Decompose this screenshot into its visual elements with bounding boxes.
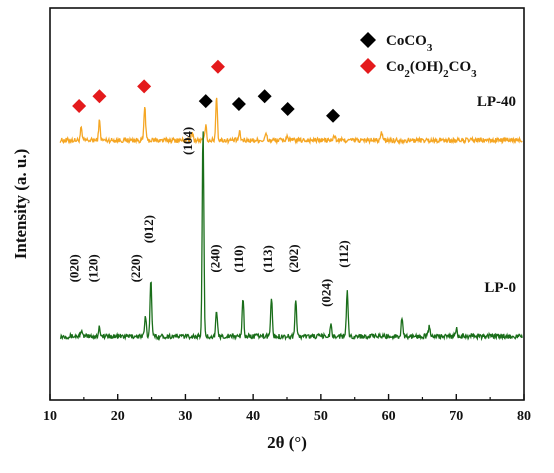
x-tick-label: 70 [449,409,463,424]
legend-marker [360,58,376,74]
series-layer: LP-40 LP-0 [59,94,523,342]
hkl-label: (104) [180,127,195,155]
annotation-layer: (020) (120) (220) (012) (104) (240) (110) (113)… [66,127,351,307]
x-tick-label: 50 [314,409,328,424]
series-label: LP-0 [484,280,516,296]
series-label: LP-40 [477,94,516,110]
x-tick-label: 20 [111,409,125,424]
hkl-label: (020) [66,254,81,282]
legend-label: CoCO3 [386,33,433,54]
y-axis-title: Intensity (a. u.) [11,149,30,260]
hkl-label: (220) [128,254,143,282]
axes: 10 20 30 40 50 60 70 80 2θ (°) Intensity (a. u.) [11,149,531,452]
peak-marker [257,89,272,104]
hkl-label: (202) [286,244,301,272]
hkl-label: (112) [336,240,351,267]
peak-marker [72,99,87,113]
hkl-label: (012) [141,215,156,243]
marker-layer [72,59,341,123]
legend-marker [360,32,376,48]
hkl-label: (120) [85,254,100,282]
peak-marker [326,108,341,123]
peak-marker [280,101,295,116]
x-axis-title: 2θ (°) [267,433,307,452]
hkl-label: (110) [231,245,246,272]
legend: CoCO3 Co2(OH)2CO3 [360,32,477,80]
hkl-label: (240) [207,244,222,272]
series-line-lp-0 [59,131,523,342]
peak-marker [210,59,225,74]
x-tick-label: 30 [178,409,192,424]
x-tick-label: 60 [382,409,396,424]
x-tick-label: 40 [246,409,260,424]
hkl-label: (113) [260,245,275,272]
series-line-lp-40 [59,97,523,146]
x-tick-label: 80 [517,409,531,424]
peak-marker [137,79,152,94]
legend-label: Co2(OH)2CO3 [386,59,477,80]
hkl-label: (024) [318,279,333,307]
peak-marker [231,97,246,112]
x-tick-label: 10 [43,409,57,424]
peak-marker [198,94,213,109]
peak-marker [92,89,107,104]
